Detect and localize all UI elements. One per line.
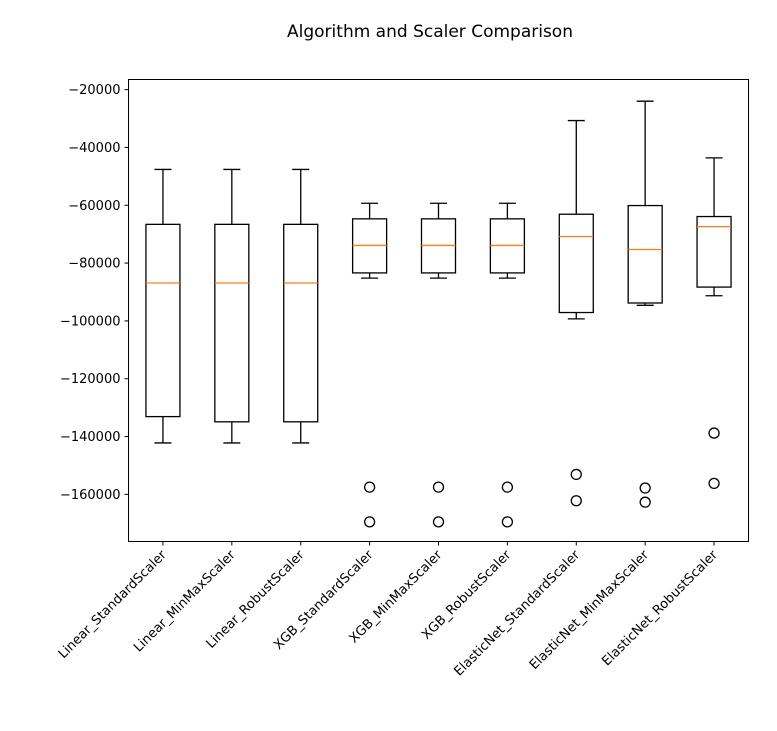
y-tick-label: −100000 [60,314,121,329]
y-tick-label: −80000 [68,257,120,272]
x-tick-label: ElasticNet_RobustScaler [599,547,721,669]
x-tick-label: ElasticNet_MinMaxScaler [527,547,653,673]
outlier-point [432,516,445,528]
iqr-box [283,223,319,423]
y-tick-label: −160000 [60,488,121,503]
outlier-point [363,481,376,493]
box-Linear_RobustScaler [283,168,319,444]
x-tick-label: ElasticNet_StandardScaler [451,547,583,679]
box-XGB_StandardScaler [351,202,388,528]
outlier-point [570,495,582,507]
iqr-box [696,215,732,288]
outlier-point [501,481,514,493]
outlier-point [639,482,651,494]
iqr-box [214,223,250,423]
box-Linear_StandardScaler [145,168,181,444]
outlier-point [570,468,582,481]
box-ElasticNet_RobustScaler [696,157,732,490]
box-XGB_MinMaxScaler [420,202,457,528]
outlier-point [639,496,651,508]
x-tick-label: Linear_StandardScaler [56,547,171,662]
outlier-point [708,477,720,490]
y-tick-label: −60000 [68,199,120,214]
box-ElasticNet_StandardScaler [558,119,594,507]
outlier-point [708,427,720,439]
box-Linear_MinMaxScaler [214,168,250,444]
outlier-point [363,516,376,528]
plot-frame [128,79,749,542]
iqr-box [627,204,663,304]
iqr-box [145,223,181,418]
outlier-point [501,516,514,528]
y-tick-label: −20000 [68,83,120,98]
outlier-point [432,481,445,493]
iqr-box [558,213,594,314]
box-ElasticNet_MinMaxScaler [627,100,663,508]
y-tick-label: −120000 [60,372,121,387]
y-tick-label: −140000 [60,430,121,445]
box-XGB_RobustScaler [489,202,526,528]
y-tick-label: −40000 [68,141,120,156]
chart-title: Algorithm and Scaler Comparison [287,22,573,42]
